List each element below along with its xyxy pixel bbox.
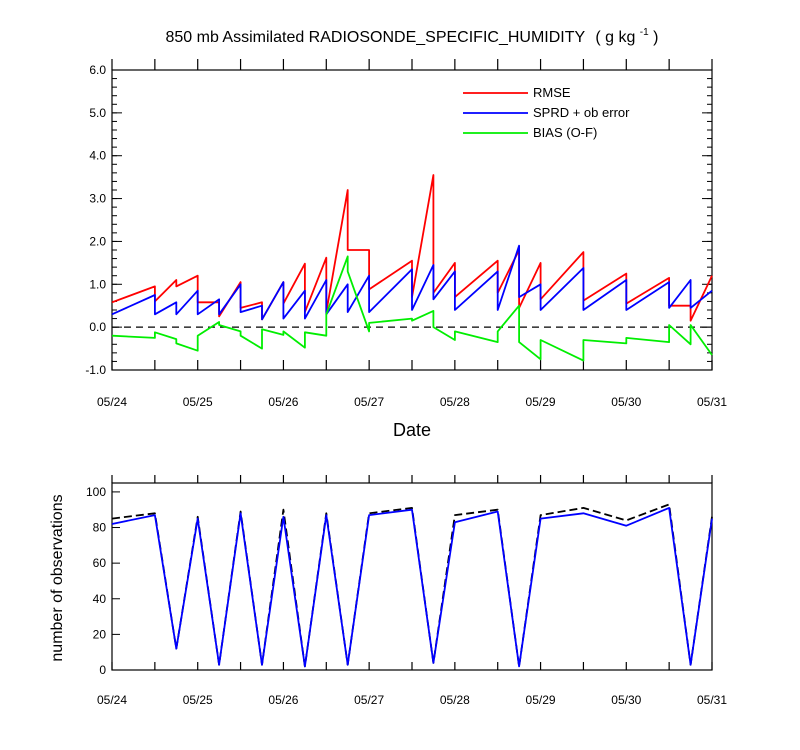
x-tick-label: 05/31 [697,693,727,707]
series-line-bias-o-f- [111,255,713,362]
series-line-possible-observations [111,503,713,668]
chart-title-main: 850 mb Assimilated RADIOSONDE_SPECIFIC_H… [166,29,586,46]
x-tick-label: 05/26 [268,395,298,409]
x-tick-label: 05/26 [268,693,298,707]
x-tick-label: 05/27 [354,395,384,409]
x-tick-label: 05/31 [697,395,727,409]
x-tick-label: 05/25 [183,395,213,409]
series-line-assimilated-observations [111,506,713,668]
chart-title-units: ( g kg [595,29,635,46]
x-axis-title: Date [393,420,431,440]
chart-title-units-exp: -1 [640,27,649,38]
y-tick-label: 6.0 [89,63,106,77]
x-tick-label: 05/28 [440,693,470,707]
y-tick-label: 5.0 [89,106,106,120]
y-tick-label: 100 [86,485,106,499]
x-tick-label: 05/29 [526,693,556,707]
y-tick-label: 60 [93,556,107,570]
y-tick-label: 40 [93,592,107,606]
x-tick-label: 05/25 [183,693,213,707]
legend-label-rmse: RMSE [533,85,571,100]
top-plot-panel: -1.0 0.0 1.0 2.0 3.0 4.0 5.0 6.0 05/24 05/25 05/26… [85,59,727,409]
series-line-sprd-ob-error [111,244,713,321]
x-tick-label: 05/30 [611,395,641,409]
legend-label-sprd: SPRD + ob error [533,105,630,120]
y-tick-label: 2.0 [89,234,106,248]
legend: RMSE SPRD + ob error BIAS (O-F) [463,85,630,140]
x-tick-label: 05/30 [611,693,641,707]
legend-label-bias: BIAS (O-F) [533,125,597,140]
x-tick-label: 05/29 [526,395,556,409]
obs-y-axis-title: number of observations [49,494,66,661]
y-tick-label: 20 [93,627,107,641]
y-tick-label: 0 [99,663,106,677]
x-tick-label: 05/24 [97,693,127,707]
y-tick-label: 3.0 [89,192,106,206]
chart-title-units-close: ) [653,29,658,46]
y-tick-label: -1.0 [85,363,106,377]
y-tick-label: 1.0 [89,277,106,291]
y-tick-label: 80 [93,521,107,535]
y-tick-label: 4.0 [89,149,106,163]
bottom-plot-panel: 0 20 40 60 80 100 05/24 05/25 05/26 05/27 05/28 05/… [86,475,727,707]
y-tick-label: 0.0 [89,320,106,334]
x-tick-label: 05/27 [354,693,384,707]
x-tick-label: 05/24 [97,395,127,409]
chart-title: 850 mb Assimilated RADIOSONDE_SPECIFIC_H… [166,22,659,46]
x-tick-label: 05/28 [440,395,470,409]
